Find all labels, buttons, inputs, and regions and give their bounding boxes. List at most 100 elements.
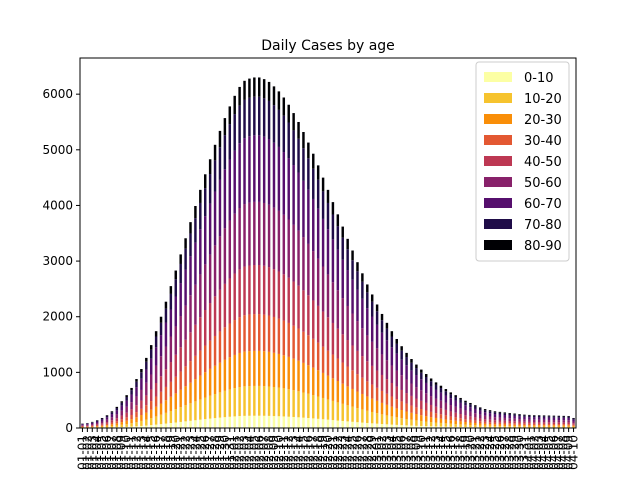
bar-segment-80-90 [444,389,448,392]
bar-segment-80-90 [243,80,246,100]
bar-segment-70-80 [370,301,374,317]
bar-segment-50-60 [100,421,104,424]
bar-segment-80-90 [479,407,482,409]
bar-segment-80-90 [115,406,119,409]
bar-segment-70-80 [469,404,472,408]
bar-segment-20-30 [248,351,251,387]
bar-segment-40-50 [253,265,256,315]
bar-segment-40-50 [248,265,251,315]
bar-segment-50-60 [439,400,443,409]
bar-segment-40-50 [410,395,413,406]
bar-segment-50-60 [513,418,516,422]
bar-segment-10-20 [189,403,192,421]
bar-segment-60-70 [228,159,232,221]
bar-segment-30-40 [223,327,227,360]
bar-segment-80-90 [208,159,212,175]
bar-segment-0-10 [135,426,138,428]
x-tick-label: 02-26 [350,435,364,470]
bar-segment-50-60 [483,415,487,420]
bar-segment-60-70 [405,365,408,380]
bar-segment-70-80 [302,148,305,181]
bar-segment-40-50 [483,419,487,422]
bar-segment-30-40 [115,421,119,424]
bar-segment-60-70 [498,414,502,418]
bar-segment-10-20 [120,424,123,428]
bar-segment-50-60 [567,420,570,423]
bar-segment-80-90 [105,415,109,416]
x-tick-label: 03-20 [463,435,477,470]
bar-segment-20-30 [194,379,197,402]
bar-segment-40-50 [86,425,89,427]
bar-segment-30-40 [528,423,531,426]
bar-segment-70-80 [547,416,551,418]
bar-segment-80-90 [110,411,114,413]
bar-segment-80-90 [528,414,531,416]
bar-segment-30-40 [135,412,138,418]
bar-segment-40-50 [361,356,364,378]
bar-segment-30-40 [370,384,374,399]
bar-segment-50-60 [351,313,354,346]
bar-segment-10-20 [248,386,251,416]
bar-segment-10-20 [125,424,128,427]
bar-segment-10-20 [169,410,173,424]
bar-segment-10-20 [390,416,394,425]
bar-segment-50-60 [135,396,138,406]
bar-segment-50-60 [385,360,389,380]
bar-segment-70-80 [199,202,202,230]
bar-segment-60-70 [469,407,472,412]
bar-segment-40-50 [233,273,236,321]
bar-segment-20-30 [552,425,556,427]
bar-segment-0-10 [189,420,192,428]
x-tick-label: 03-05 [390,435,404,470]
bar-segment-80-90 [174,270,177,280]
bar-segment-60-70 [380,332,384,355]
x-tick-label: 01-25 [193,435,207,470]
bar-segment-10-20 [297,391,300,418]
bar-segment-10-20 [277,387,281,417]
bar-segment-0-10 [174,422,177,428]
bar-segment-40-50 [326,317,330,351]
bar-segment-60-70 [429,386,433,397]
x-tick-label: 03-22 [473,435,487,470]
bar-segment-40-50 [449,411,452,417]
bar-segment-40-50 [267,267,271,316]
bar-segment-40-50 [312,300,315,339]
x-tick-label: 03-10 [414,435,428,470]
bar-segment-10-20 [479,425,482,428]
bar-segment-60-70 [272,142,276,208]
bar-segment-60-70 [375,324,379,349]
bar-segment-20-30 [204,372,207,398]
bar-segment-50-60 [508,418,511,422]
bar-segment-80-90 [395,338,398,344]
bar-segment-80-90 [302,132,305,149]
bar-segment-20-30 [513,424,516,427]
bar-segment-60-70 [493,414,497,418]
bar-segment-0-10 [287,416,290,428]
bar-segment-40-50 [159,376,163,392]
bar-segment-60-70 [262,136,266,203]
bar-segment-70-80 [336,226,340,250]
x-tick-label: 03-17 [449,435,463,470]
bar-segment-10-20 [351,406,354,422]
bar-segment-30-40 [542,423,546,426]
bar-segment-50-60 [154,365,158,383]
bar-segment-20-30 [86,426,89,428]
bar-segment-50-60 [248,202,251,266]
x-tick-label: 03-27 [498,435,512,470]
bar-segment-20-30 [110,424,114,426]
bar-segment-80-90 [316,165,320,180]
bar-segment-40-50 [307,295,310,336]
x-tick-label: 01-20 [169,435,183,470]
legend-swatch-10-20 [484,93,512,103]
bar-segment-20-30 [282,355,286,389]
bar-segment-80-90 [120,401,123,403]
bar-segment-60-70 [356,289,359,322]
bar-segment-0-10 [272,416,276,428]
bar-segment-10-20 [469,425,472,428]
bar-segment-20-30 [336,381,340,403]
x-tick-label: 01-03 [85,435,99,470]
bar-segment-30-40 [479,421,482,424]
bar-segment-40-50 [493,420,497,423]
bar-segment-80-90 [459,397,462,400]
